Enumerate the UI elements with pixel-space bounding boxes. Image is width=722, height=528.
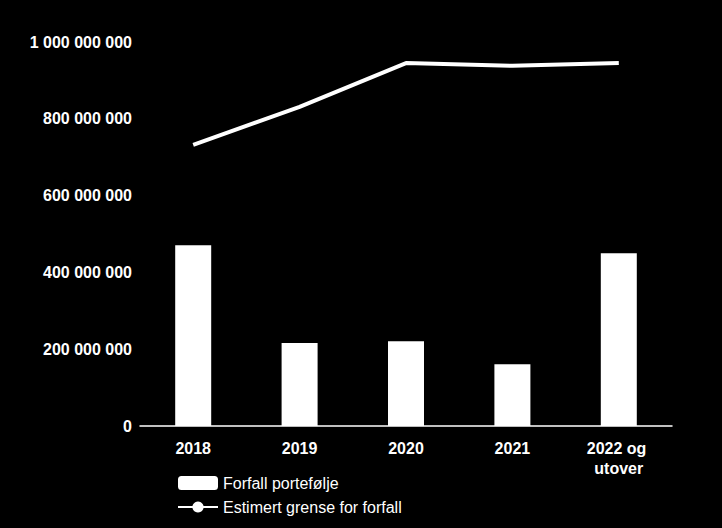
svg-text:0: 0 — [123, 418, 132, 435]
svg-text:600 000 000: 600 000 000 — [43, 187, 132, 204]
svg-text:2018: 2018 — [175, 440, 211, 457]
svg-text:utover: utover — [594, 460, 643, 477]
svg-text:2021: 2021 — [495, 440, 531, 457]
svg-text:400 000 000: 400 000 000 — [43, 264, 132, 281]
svg-text:Estimert grense for forfall: Estimert grense for forfall — [223, 499, 402, 516]
svg-text:200 000 000: 200 000 000 — [43, 341, 132, 358]
svg-text:Forfall portefølje: Forfall portefølje — [223, 475, 339, 492]
svg-text:2022 og: 2022 og — [587, 440, 651, 457]
svg-text:1 000 000 000: 1 000 000 000 — [30, 34, 132, 51]
svg-text:2020: 2020 — [388, 440, 424, 457]
svg-text:800 000 000: 800 000 000 — [43, 110, 132, 127]
svg-text:2019: 2019 — [282, 440, 318, 457]
